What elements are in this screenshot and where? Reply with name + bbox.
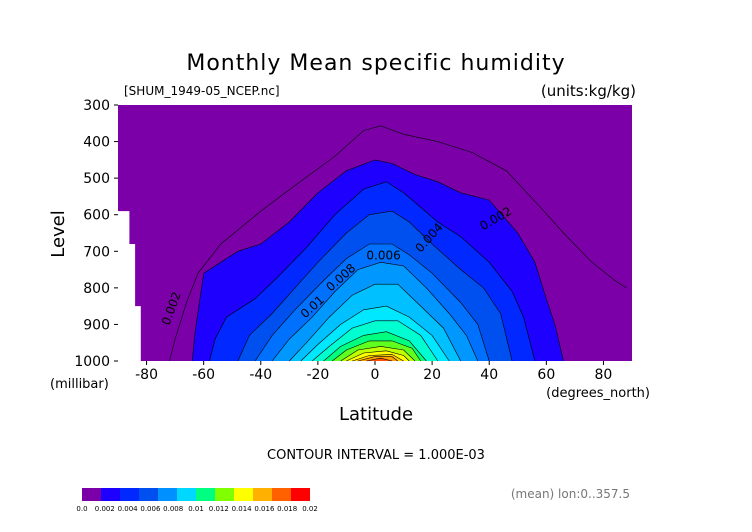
y-tick-label: 400 [83, 135, 110, 151]
x-tick-label: 40 [480, 367, 498, 383]
x-tick-label: -40 [249, 367, 272, 383]
colorbar-swatch [291, 488, 310, 501]
footer-mean-lon: (mean) lon:0..357.5 [511, 487, 630, 501]
contour-line-outer [169, 125, 627, 362]
colorbar-swatch [82, 488, 101, 501]
contour-line [271, 261, 479, 362]
x-tick-label: -20 [306, 367, 329, 383]
colorbar-tick-label: 0.0 [76, 505, 87, 513]
colorbar-swatch [234, 488, 253, 501]
y-tick-label: 600 [83, 208, 110, 224]
contour-line [332, 340, 421, 362]
colorbar-swatch [139, 488, 158, 501]
colorbar-swatch [101, 488, 120, 501]
x-tick-label: -60 [192, 367, 215, 383]
x-tick-label: 0 [371, 367, 380, 383]
colorbar-swatch [272, 488, 291, 501]
colorbar-tick-label: 0.018 [277, 505, 297, 513]
colorbar-tick-label: 0.002 [95, 505, 115, 513]
x-tick-label: 60 [537, 367, 555, 383]
contour-line [300, 305, 450, 362]
x-tick-label: 20 [423, 367, 441, 383]
contour-lines [169, 125, 627, 362]
contour-line [366, 357, 393, 362]
colorbar-swatch [196, 488, 215, 501]
contour-line [357, 356, 398, 362]
contour-line [191, 159, 564, 362]
contour-line [237, 210, 513, 362]
colorbar-tick-label: 0.004 [118, 505, 139, 513]
chart-subtitle-left: [SHUM_1949-05_NCEP.nc] [124, 84, 280, 98]
y-axis-label: Level [48, 210, 69, 258]
chart-subtitle-right: (units:kg/kg) [541, 82, 636, 100]
contour-line [323, 331, 427, 362]
contour-label: 0.006 [366, 248, 400, 262]
contour-line [312, 320, 439, 362]
colorbar-swatch [215, 488, 234, 501]
y-tick-label: 1000 [74, 354, 110, 370]
colorbar-tick-label: 0.014 [232, 505, 253, 513]
contour-line [352, 354, 404, 362]
colorbar: 0.0 0.002 0.004 0.006 0.008 0.01 0.012 0.014 0.0… [76, 488, 318, 513]
contour-line [289, 283, 461, 362]
colorbar-tick-label: 0.006 [140, 505, 161, 513]
colorbar-swatch [177, 488, 196, 501]
colorbar-swatch [253, 488, 272, 501]
chart-title: Monthly Mean specific humidity [186, 51, 565, 76]
y-tick-label: 300 [83, 98, 110, 114]
contour-interval-text: CONTOUR INTERVAL = 1.000E-03 [267, 448, 485, 463]
colorbar-tick-label: 0.01 [188, 505, 204, 513]
contour-line [346, 350, 410, 362]
y-tick-label: 500 [83, 171, 110, 187]
x-axis-ticks: -80 -60 -40 -20 0 20 40 60 80 [135, 361, 612, 383]
colorbar-swatch [158, 488, 177, 501]
x-tick-label: -80 [135, 367, 158, 383]
filled-contours [192, 159, 564, 361]
contour-line [254, 243, 490, 362]
colorbar-swatch [120, 488, 139, 501]
y-tick-label: 700 [83, 244, 110, 260]
y-axis-ticks: 300 400 500 600 700 800 900 1000 [74, 98, 118, 370]
y-tick-label: 800 [83, 281, 110, 297]
colorbar-tick-label: 0.012 [209, 505, 229, 513]
x-axis-label: Latitude [339, 404, 413, 425]
y-tick-label: 900 [83, 317, 110, 333]
contour-fill-region [366, 358, 393, 361]
colorbar-tick-label: 0.016 [254, 505, 275, 513]
contour-line [209, 181, 536, 362]
y-axis-units: (millibar) [50, 377, 109, 392]
missing-data-mask [118, 211, 141, 361]
contour-line [340, 346, 416, 362]
colorbar-tick-label: 0.02 [302, 505, 318, 513]
x-tick-label: 80 [595, 367, 613, 383]
x-axis-units: (degrees_north) [546, 386, 650, 401]
colorbar-tick-label: 0.008 [163, 505, 183, 513]
